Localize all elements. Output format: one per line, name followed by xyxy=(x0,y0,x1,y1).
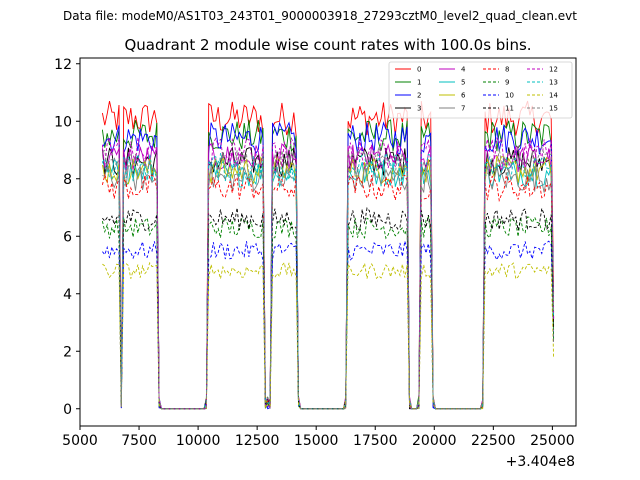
x-tick-label: 22500 xyxy=(471,433,516,449)
series-layer xyxy=(101,100,555,410)
y-tick-label: 8 xyxy=(63,172,72,188)
x-tick-label: 15000 xyxy=(294,433,339,449)
legend-label-9: 9 xyxy=(505,79,509,87)
axes-background xyxy=(80,58,576,426)
y-tick-label: 0 xyxy=(63,402,72,418)
x-offset-label: +3.404e8 xyxy=(506,454,575,470)
legend-label-6: 6 xyxy=(461,92,466,100)
x-tick-label: 12500 xyxy=(235,433,280,449)
y-axis: 0 2 4 6 8 10 12 xyxy=(54,57,80,418)
legend-label-15: 15 xyxy=(549,105,558,113)
legend-label-13: 13 xyxy=(549,79,558,87)
x-tick-label: 10000 xyxy=(176,433,221,449)
y-tick-label: 6 xyxy=(63,229,72,245)
y-tick-label: 12 xyxy=(54,57,72,73)
x-axis: 5000 7500 10000 12500 15000 17500 20000 22500 25… xyxy=(62,426,575,449)
chart-title: Quadrant 2 module wise count rates with … xyxy=(124,36,531,54)
y-tick-label: 4 xyxy=(63,287,72,303)
y-tick-label: 2 xyxy=(63,344,72,360)
y-tick-label: 10 xyxy=(54,114,72,130)
legend-label-1: 1 xyxy=(417,79,421,87)
chart-suptitle: Data file: modeM0/AS1T03_243T01_90000039… xyxy=(63,9,577,23)
x-tick-label: 7500 xyxy=(121,433,157,449)
legend-label-5: 5 xyxy=(461,79,465,87)
legend-label-7: 7 xyxy=(461,105,465,113)
legend-label-0: 0 xyxy=(417,66,421,74)
legend-box xyxy=(388,61,573,119)
legend-label-2: 2 xyxy=(417,92,421,100)
legend-label-3: 3 xyxy=(417,105,421,113)
legend-label-8: 8 xyxy=(505,66,509,74)
x-tick-label: 20000 xyxy=(412,433,457,449)
legend-label-14: 14 xyxy=(549,92,558,100)
x-tick-label: 17500 xyxy=(353,433,398,449)
axes-frame xyxy=(79,57,577,427)
x-tick-label: 25000 xyxy=(530,433,575,449)
series-line-15 xyxy=(102,145,555,410)
legend-label-10: 10 xyxy=(505,92,514,100)
legend-label-12: 12 xyxy=(549,66,558,74)
x-tick-label: 5000 xyxy=(62,433,98,449)
plot-area xyxy=(79,57,577,427)
legend-label-11: 11 xyxy=(505,105,514,113)
legend-label-4: 4 xyxy=(461,66,466,74)
